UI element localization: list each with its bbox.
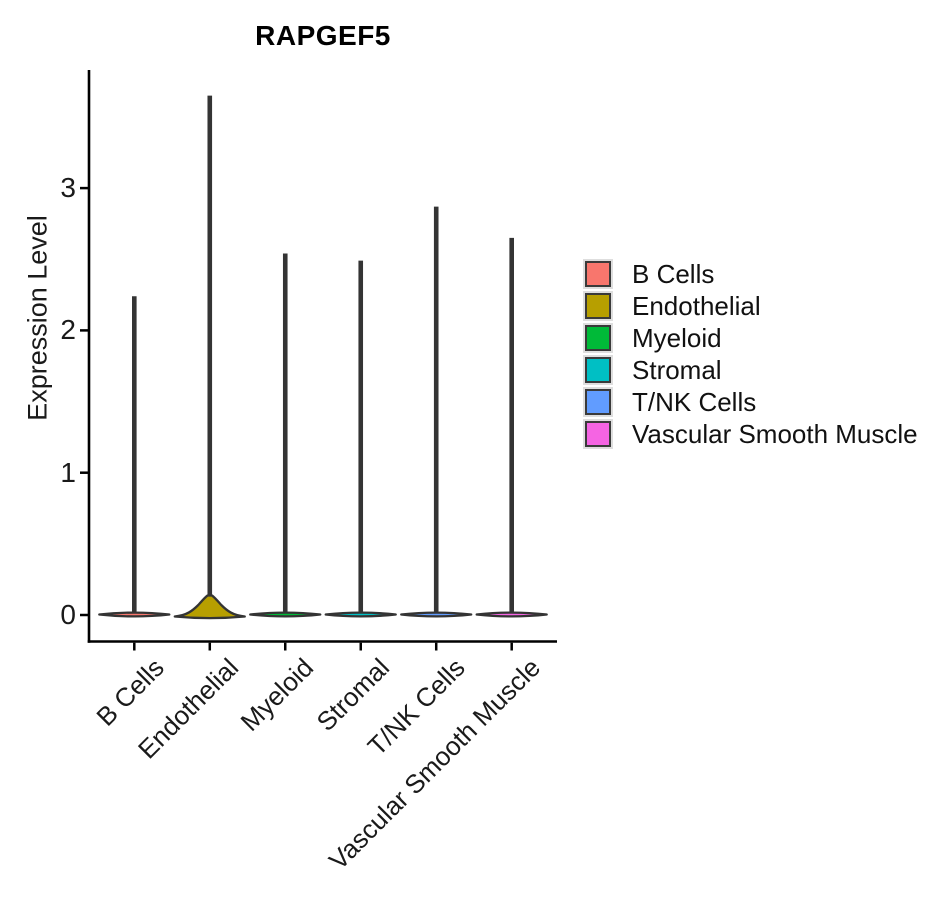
y-axis-title: Expression Level bbox=[22, 215, 53, 421]
y-tick-label-2: 2 bbox=[60, 314, 76, 345]
y-tick-label-3: 3 bbox=[60, 172, 76, 203]
legend-label: Vascular Smooth Muscle bbox=[632, 418, 918, 449]
legend-item-endothelial: Endothelial bbox=[583, 290, 918, 322]
legend-label: Endothelial bbox=[632, 290, 761, 321]
legend-label: B Cells bbox=[632, 258, 715, 289]
y-tick-label-1: 1 bbox=[60, 457, 76, 488]
legend-swatch-tnk-cells bbox=[583, 387, 613, 417]
legend-swatch-endothelial bbox=[583, 291, 613, 321]
legend: B Cells Endothelial Myeloid Stromal T/NK… bbox=[583, 258, 918, 450]
legend-label: T/NK Cells bbox=[632, 386, 757, 417]
legend-item-myeloid: Myeloid bbox=[583, 322, 918, 354]
legend-item-vascular-smooth-muscle: Vascular Smooth Muscle bbox=[583, 418, 918, 450]
y-tick-label-0: 0 bbox=[60, 599, 76, 630]
legend-item-tnk-cells: T/NK Cells bbox=[583, 386, 918, 418]
legend-swatch-myeloid bbox=[583, 323, 613, 353]
legend-swatch-vascular-smooth-muscle bbox=[583, 419, 613, 449]
chart-title: RAPGEF5 bbox=[255, 20, 391, 51]
legend-item-b-cells: B Cells bbox=[583, 258, 918, 290]
legend-label: Myeloid bbox=[632, 322, 722, 353]
legend-swatch-stromal bbox=[583, 355, 613, 385]
legend-label: Stromal bbox=[632, 354, 722, 385]
legend-swatch-b-cells bbox=[583, 259, 613, 289]
legend-item-stromal: Stromal bbox=[583, 354, 918, 386]
